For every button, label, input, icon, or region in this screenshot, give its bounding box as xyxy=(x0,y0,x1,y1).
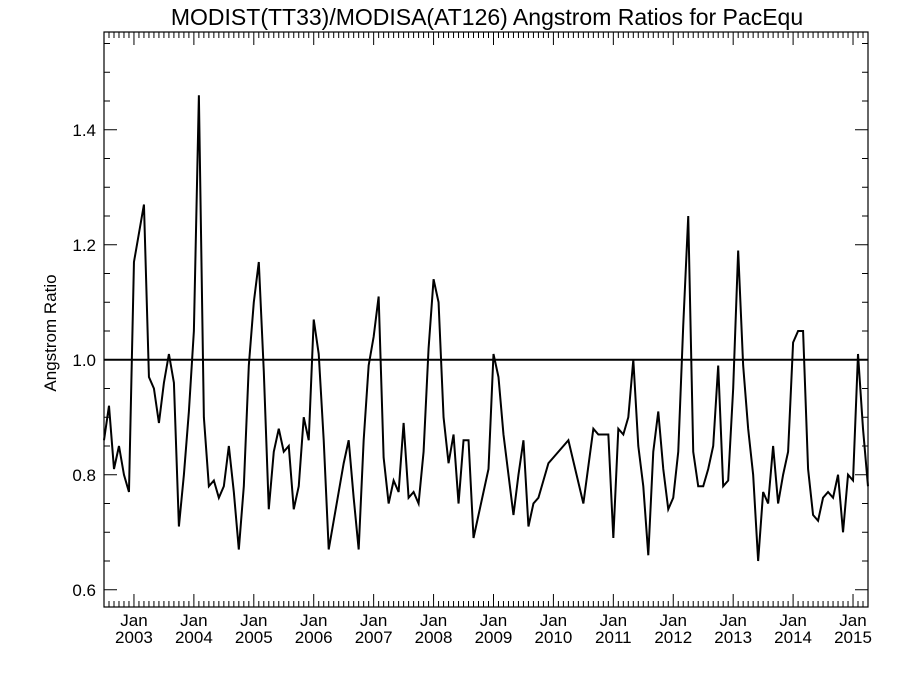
plot-frame xyxy=(103,31,869,608)
x-tick-year-label: 2010 xyxy=(534,628,572,647)
y-tick-label: 1.0 xyxy=(72,351,96,370)
x-tick-month-label: Jan xyxy=(779,611,806,630)
x-axis: Jan2003Jan2004Jan2005Jan2006Jan2007Jan20… xyxy=(103,32,872,647)
x-tick-month-label: Jan xyxy=(540,611,567,630)
y-axis: 0.6 0.8 1.0 1.2 1.4 xyxy=(72,43,868,600)
x-tick-year-label: 2005 xyxy=(235,628,273,647)
x-tick-year-label: 2003 xyxy=(115,628,153,647)
x-tick-month-label: Jan xyxy=(719,611,746,630)
x-tick-year-label: 2011 xyxy=(595,628,632,647)
x-tick-month-label: Jan xyxy=(420,611,447,630)
x-tick-month-label: Jan xyxy=(480,611,507,630)
x-tick-month-label: Jan xyxy=(180,611,207,630)
y-tick-label: 0.8 xyxy=(72,466,96,485)
x-tick-month-label: Jan xyxy=(240,611,267,630)
y-tick-label: 0.6 xyxy=(72,581,96,600)
x-tick-year-label: 2007 xyxy=(355,628,393,647)
x-tick-month-label: Jan xyxy=(600,611,627,630)
x-tick-year-label: 2009 xyxy=(475,628,513,647)
x-tick-year-label: 2006 xyxy=(295,628,333,647)
series-line xyxy=(103,95,869,562)
x-tick-month-label: Jan xyxy=(360,611,387,630)
series-group xyxy=(103,95,869,562)
x-tick-year-label: 2004 xyxy=(175,628,213,647)
x-tick-year-label: 2013 xyxy=(714,628,752,647)
x-tick-year-label: 2012 xyxy=(654,628,692,647)
plot-border xyxy=(103,31,869,608)
x-tick-month-label: Jan xyxy=(120,611,147,630)
x-tick-year-label: 2015 xyxy=(834,628,872,647)
x-tick-year-label: 2014 xyxy=(774,628,812,647)
y-tick-label: 1.4 xyxy=(72,121,96,140)
x-tick-month-label: Jan xyxy=(839,611,866,630)
x-tick-month-label: Jan xyxy=(660,611,687,630)
y-axis-label: Angstrom Ratio xyxy=(41,274,60,391)
chart-title: MODIST(TT33)/MODISA(AT126) Angstrom Rati… xyxy=(171,4,803,30)
y-tick-label: 1.2 xyxy=(72,236,96,255)
x-tick-month-label: Jan xyxy=(300,611,327,630)
x-tick-year-label: 2008 xyxy=(415,628,453,647)
